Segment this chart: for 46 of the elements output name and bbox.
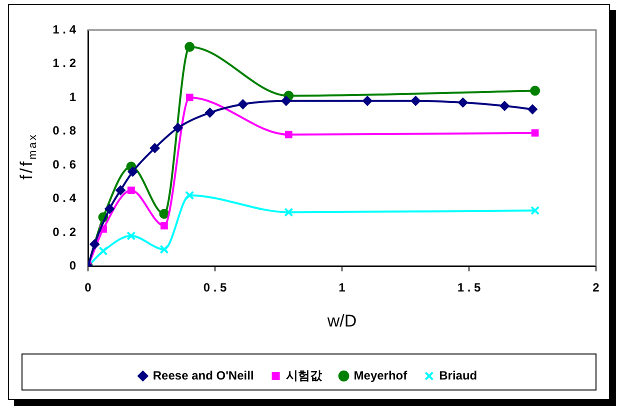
legend-label: Meyerhof: [354, 368, 408, 382]
point: [458, 98, 468, 108]
y-tick-label: 1: [69, 90, 76, 104]
point: [172, 122, 183, 133]
point: [410, 96, 421, 106]
point: [185, 190, 194, 200]
point: [104, 204, 115, 214]
point: [98, 246, 108, 256]
point: [116, 185, 126, 196]
point: [531, 129, 539, 137]
point: [284, 130, 292, 138]
x-tick-label: 1 . 5: [457, 280, 481, 295]
y-tick-label: 0 . 2: [52, 224, 76, 239]
point: [284, 208, 294, 217]
point: [281, 96, 292, 106]
y-tick-label: 1 . 2: [52, 56, 76, 70]
legend-label: Reese and O'Neill: [152, 368, 254, 382]
y-tick-label: 0 . 8: [52, 124, 76, 138]
y-tick-label: 1 . 4: [52, 22, 76, 36]
point: [126, 231, 136, 240]
point: [90, 239, 100, 250]
y-tick-label: 0: [69, 258, 76, 273]
x-tick-label: 0 . 5: [203, 280, 227, 295]
x-tick-label: 1: [338, 280, 346, 295]
point: [159, 208, 170, 219]
point: [128, 186, 135, 194]
point: [530, 206, 540, 216]
point: [150, 143, 160, 154]
point: [528, 104, 538, 114]
legend-label: Briaud: [439, 368, 478, 382]
point: [184, 42, 195, 52]
y-tick-label: 0 . 4: [52, 191, 76, 206]
point: [530, 86, 540, 96]
x-tick-label: 2: [592, 280, 600, 295]
point: [362, 96, 372, 106]
point: [204, 108, 215, 118]
point: [186, 94, 194, 102]
point: [128, 166, 138, 177]
y-tick-label: 0 . 6: [52, 157, 76, 172]
point: [500, 100, 510, 111]
x-tick-label: 0: [84, 280, 92, 295]
legend-label: 시험값: [286, 368, 323, 382]
point: [160, 244, 169, 254]
x-axis-title: w/D: [326, 311, 357, 330]
point: [238, 99, 248, 110]
point: [160, 222, 168, 230]
